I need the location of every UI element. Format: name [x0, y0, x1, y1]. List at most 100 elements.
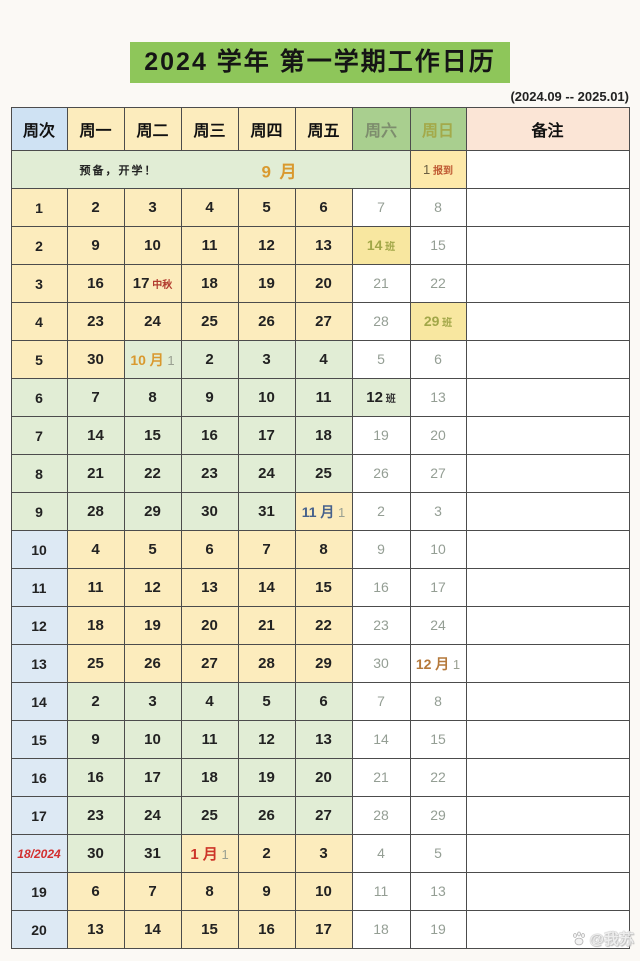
day-number: 17	[132, 274, 150, 292]
day-number: 17	[430, 578, 446, 595]
day-cell: 22	[294, 606, 353, 646]
day-number: 10 月	[130, 351, 164, 368]
week-number-cell: 12	[10, 606, 68, 646]
day-cell: 5	[409, 834, 467, 874]
day-number: 30	[87, 350, 104, 368]
day-cell: 3	[294, 834, 353, 874]
paw-icon	[573, 931, 586, 945]
day-number: 16	[87, 274, 104, 292]
day-cell: 20	[180, 606, 239, 646]
day-number: 21	[373, 274, 389, 291]
day-cell: 13	[294, 720, 353, 760]
day-number: 19	[430, 920, 446, 937]
registration-day-cell: 1 报到	[409, 150, 467, 190]
day-number: 2	[262, 844, 271, 862]
day-cell: 4	[66, 530, 125, 570]
day-cell: 13	[66, 910, 125, 950]
day-cell: 17	[123, 758, 182, 798]
day-number: 15	[144, 426, 161, 444]
day-number: 28	[373, 312, 389, 329]
day-cell: 8	[409, 682, 467, 722]
day-cell: 6	[409, 340, 467, 380]
day-cell: 11	[180, 720, 239, 760]
day-tag: 1	[449, 656, 461, 672]
day-cell: 25	[294, 454, 353, 494]
day-cell: 20	[409, 416, 467, 456]
day-cell: 3	[409, 492, 467, 532]
day-cell: 9	[66, 226, 125, 266]
day-cell: 8	[123, 378, 182, 418]
day-cell: 15	[409, 226, 467, 266]
day-number: 15	[315, 578, 332, 596]
week-row: 15 9 10 11 12 13 14 15	[10, 720, 630, 760]
week-number-cell: 20	[10, 910, 68, 950]
day-cell: 21	[351, 758, 411, 798]
day-cell: 30	[351, 644, 411, 684]
day-cell: 26	[237, 302, 296, 342]
day-number: 6	[205, 540, 214, 558]
header-row: 周次 周一 周二 周三 周四 周五 周六 周日 备注	[10, 107, 630, 152]
day-cell: 26	[123, 644, 182, 684]
day-cell: 9	[351, 530, 411, 570]
day-cell: 23	[351, 606, 411, 646]
week-row: 1 2 3 4 5 6 7 8	[10, 188, 630, 228]
day-number: 18	[201, 768, 218, 786]
remark-cell	[465, 150, 630, 190]
remark-cell	[465, 910, 630, 950]
remark-cell	[465, 606, 630, 646]
day-cell: 17 中秋	[123, 264, 182, 304]
day-cell: 29 班	[409, 302, 467, 342]
day-cell: 24	[123, 302, 182, 342]
day-number: 2	[91, 198, 100, 216]
week-row: 11 11 12 13 14 15 16 17	[10, 568, 630, 608]
day-cell: 8	[409, 188, 467, 228]
day-number: 1 月	[190, 846, 218, 864]
day-number: 12	[258, 236, 275, 254]
week-row: 5 30 10 月 1 2 3 4 5 6	[10, 340, 630, 380]
day-cell: 20	[294, 264, 353, 304]
column-header: 周三	[180, 107, 239, 152]
week-number-cell: 18/2024	[10, 834, 68, 874]
day-cell: 19	[237, 758, 296, 798]
day-cell: 18	[294, 416, 353, 456]
september-banner-cell: 预备，开学！ 9 月	[10, 150, 411, 190]
day-cell: 24	[123, 796, 182, 836]
day-cell: 17	[294, 910, 353, 950]
day-cell: 5	[237, 188, 296, 228]
remark-cell	[465, 530, 630, 570]
day-cell: 11	[180, 226, 239, 266]
day-number: 9	[91, 236, 100, 254]
day-number: 4	[205, 692, 214, 710]
week-row: 14 2 3 4 5 6 7 8	[10, 682, 630, 722]
column-header: 周六	[351, 107, 411, 152]
day-cell: 16	[66, 758, 125, 798]
day-number: 4	[377, 844, 385, 861]
day-cell: 14 班	[351, 226, 411, 266]
day-number: 24	[144, 312, 161, 330]
day-cell: 24	[409, 606, 467, 646]
day-number: 16	[201, 426, 218, 444]
week-row: 3 16 17 中秋 18 19 20 21 22	[10, 264, 630, 304]
day-number: 17	[144, 768, 161, 786]
day-cell: 25	[180, 796, 239, 836]
day-number: 7	[377, 198, 385, 215]
remark-cell	[465, 340, 630, 380]
day-number: 26	[258, 312, 275, 330]
column-header: 周二	[123, 107, 182, 152]
day-cell: 16	[351, 568, 411, 608]
day-number: 11	[201, 730, 218, 748]
remark-cell	[465, 758, 630, 798]
remark-cell	[465, 834, 630, 874]
day-cell: 3	[123, 682, 182, 722]
day-number: 27	[315, 312, 332, 330]
day-cell: 13	[409, 378, 467, 418]
day-number: 14	[366, 236, 383, 253]
day-number: 8	[148, 388, 157, 406]
day-cell: 26	[237, 796, 296, 836]
day-number: 11	[315, 388, 332, 406]
day-number: 3	[434, 502, 442, 519]
day-cell: 12 月 1	[409, 644, 467, 684]
remark-cell	[465, 226, 630, 266]
day-tag: 1	[217, 847, 229, 863]
day-cell: 31	[237, 492, 296, 532]
